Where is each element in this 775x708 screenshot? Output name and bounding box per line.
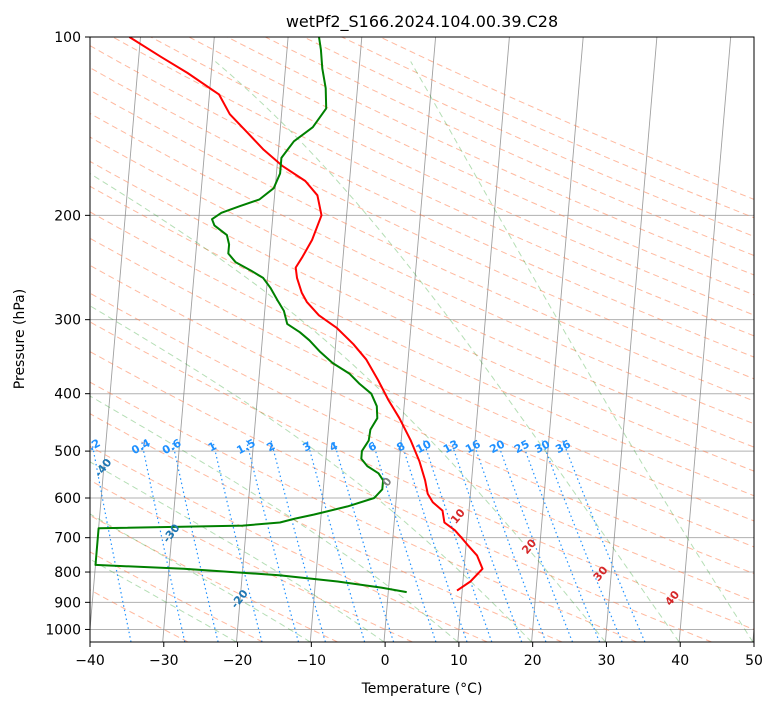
- dry-adiabat-line: [90, 45, 754, 358]
- mixing-ratio-label: 25: [512, 437, 532, 456]
- dry-adiabat-line: [90, 413, 563, 642]
- dry-adiabat-line: [90, 160, 754, 472]
- moist-adiabats: [90, 61, 754, 642]
- isotherm-line: [604, 37, 658, 642]
- isotherm-line: [531, 37, 584, 642]
- temperature-line: [128, 37, 484, 592]
- x-tick-label: −40: [75, 653, 105, 669]
- dry-adiabat-line: [90, 292, 754, 602]
- y-tick-label: 800: [54, 565, 81, 581]
- mixing-ratio-label: 30: [533, 437, 553, 456]
- mixing-ratio-line: [562, 440, 646, 642]
- mixing-ratio-line: [140, 440, 186, 642]
- x-tick-label: 10: [450, 653, 468, 669]
- mixing-ratio-line: [450, 440, 523, 642]
- isotherm-line: [236, 37, 289, 642]
- moist-adiabat-line: [90, 305, 532, 642]
- dry-adiabat-line: [90, 264, 754, 575]
- isotherm-line: [457, 37, 510, 642]
- mixing-ratio-line: [400, 440, 468, 642]
- x-tick-label: −10: [297, 653, 327, 669]
- mixing-ratio-lines: [91, 440, 646, 642]
- y-axis-ticks: 100 200 300 400 500 600 700 800 900 1000: [45, 30, 90, 638]
- y-tick-label: 1000: [45, 622, 81, 638]
- y-tick-label: 900: [54, 595, 81, 611]
- mixing-ratio-line: [541, 440, 623, 642]
- dry-adiabat-line: [90, 551, 263, 642]
- mixing-ratio-label: 16: [463, 437, 483, 456]
- x-tick-label: 30: [598, 653, 616, 669]
- dry-adiabat-line: [90, 89, 754, 402]
- horizontal-gridlines: [90, 37, 754, 630]
- x-tick-label: 20: [524, 653, 542, 669]
- y-tick-label: 100: [54, 30, 81, 46]
- moist-adiabat-line: [215, 61, 680, 642]
- y-tick-label: 700: [54, 531, 81, 547]
- dry-adiabat-line: [90, 237, 754, 548]
- x-tick-label: 50: [745, 653, 763, 669]
- x-tick-label: 0: [381, 653, 390, 669]
- mixing-ratio-line: [91, 440, 132, 642]
- x-tick-label: −20: [223, 653, 253, 669]
- dry-adiabat-line: [112, 37, 754, 337]
- y-tick-label: 500: [54, 444, 81, 460]
- mixing-ratio-line: [371, 440, 437, 642]
- y-tick-label: 400: [54, 387, 81, 403]
- y-tick-label: 300: [54, 313, 81, 329]
- chart-title: wetPf2_S166.2024.104.00.39.C28: [286, 12, 558, 32]
- skewed-isotherms: [90, 37, 754, 642]
- moist-adiabat-line: [90, 172, 606, 642]
- y-tick-label: 200: [54, 208, 81, 224]
- isotherm-line: [678, 37, 732, 642]
- dry-adiabat-line: [90, 211, 754, 522]
- x-tick-label: 40: [671, 653, 689, 669]
- plot-frame: [89, 36, 755, 643]
- y-axis-label: Pressure (hPa): [12, 289, 28, 389]
- dry-adiabat-line: [90, 112, 754, 425]
- dry-adiabat-line: [90, 351, 712, 642]
- dry-adiabat-line: [90, 185, 754, 497]
- mixing-ratio-label: 20: [487, 437, 507, 456]
- dry-adiabat-line: [90, 445, 488, 642]
- moist-adiabat-line: [90, 395, 459, 642]
- isotherm-line: [162, 37, 215, 642]
- x-tick-label: −30: [149, 653, 179, 669]
- moist-adiabat-line: [410, 61, 754, 642]
- x-axis-ticks: −40 −30 −20 −10 0 10 20 30 40 50: [75, 642, 763, 669]
- y-tick-label: 600: [54, 491, 81, 507]
- sounding-series: [94, 37, 484, 594]
- mixing-ratio-label: 13: [441, 437, 461, 456]
- dry-adiabat-line: [188, 37, 754, 296]
- moist-adiabat-line: [90, 461, 385, 642]
- isotherm-line: [309, 37, 363, 642]
- dewpoint-line: [94, 37, 407, 594]
- isotherm-line: [383, 37, 437, 642]
- mixing-ratio-label: 10: [414, 437, 434, 456]
- dry-adiabats: [90, 37, 754, 642]
- dry-adiabat-line: [90, 321, 754, 630]
- mixing-ratio-label: 36: [553, 437, 573, 456]
- x-axis-label: Temperature (°C): [361, 681, 483, 697]
- mixing-ratio-line: [423, 440, 493, 642]
